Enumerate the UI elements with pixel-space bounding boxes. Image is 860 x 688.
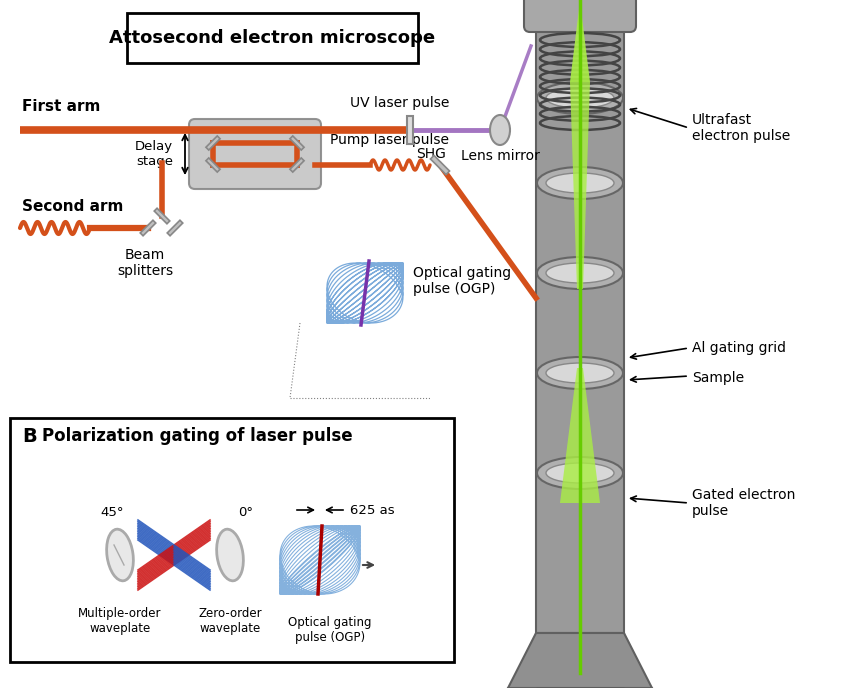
Text: 0°: 0°: [238, 506, 253, 519]
Ellipse shape: [537, 82, 623, 114]
Text: 625 as: 625 as: [350, 504, 395, 517]
Ellipse shape: [546, 88, 614, 108]
Polygon shape: [206, 136, 220, 150]
Polygon shape: [570, 1, 590, 82]
FancyBboxPatch shape: [10, 418, 454, 662]
Text: Zero-order
waveplate: Zero-order waveplate: [198, 607, 261, 635]
Text: Gated electron
pulse: Gated electron pulse: [692, 488, 796, 518]
Ellipse shape: [537, 457, 623, 489]
FancyBboxPatch shape: [127, 13, 418, 63]
Text: Sample: Sample: [692, 371, 744, 385]
Text: Beam
splitters: Beam splitters: [117, 248, 173, 278]
Polygon shape: [206, 158, 220, 172]
Ellipse shape: [546, 263, 614, 283]
Text: 45°: 45°: [101, 506, 124, 519]
Ellipse shape: [217, 529, 243, 581]
Ellipse shape: [546, 463, 614, 483]
Text: Lens mirror: Lens mirror: [461, 149, 539, 163]
Polygon shape: [167, 220, 183, 236]
Bar: [407, 116, 413, 144]
Polygon shape: [560, 368, 600, 503]
Text: B: B: [22, 427, 37, 446]
Polygon shape: [570, 82, 590, 289]
Polygon shape: [290, 136, 304, 150]
Text: Second arm: Second arm: [22, 199, 123, 214]
FancyBboxPatch shape: [189, 119, 321, 189]
Text: Polarization gating of laser pulse: Polarization gating of laser pulse: [42, 427, 353, 445]
Text: Delay
stage: Delay stage: [135, 140, 173, 168]
Ellipse shape: [537, 357, 623, 389]
Ellipse shape: [490, 115, 510, 145]
Polygon shape: [508, 633, 652, 688]
Ellipse shape: [107, 529, 133, 581]
Polygon shape: [290, 158, 304, 172]
Text: First arm: First arm: [22, 99, 101, 114]
Text: Attosecond electron microscope: Attosecond electron microscope: [109, 29, 435, 47]
Ellipse shape: [537, 257, 623, 289]
Text: Optical gating
pulse (OGP): Optical gating pulse (OGP): [413, 266, 511, 296]
Text: Multiple-order
waveplate: Multiple-order waveplate: [78, 607, 162, 635]
Ellipse shape: [537, 167, 623, 199]
FancyBboxPatch shape: [524, 0, 636, 32]
Ellipse shape: [546, 173, 614, 193]
Bar: [536, 16, 624, 633]
Text: Optical gating
pulse (OGP): Optical gating pulse (OGP): [288, 616, 372, 644]
Text: Al gating grid: Al gating grid: [692, 341, 786, 355]
Ellipse shape: [546, 363, 614, 383]
Text: Pump laser pulse: Pump laser pulse: [330, 133, 450, 147]
Text: Ultrafast
electron pulse: Ultrafast electron pulse: [692, 113, 790, 143]
Text: SHG: SHG: [416, 147, 445, 161]
Polygon shape: [154, 208, 169, 224]
Polygon shape: [431, 155, 450, 175]
Text: UV laser pulse: UV laser pulse: [350, 96, 450, 110]
Polygon shape: [140, 220, 156, 236]
